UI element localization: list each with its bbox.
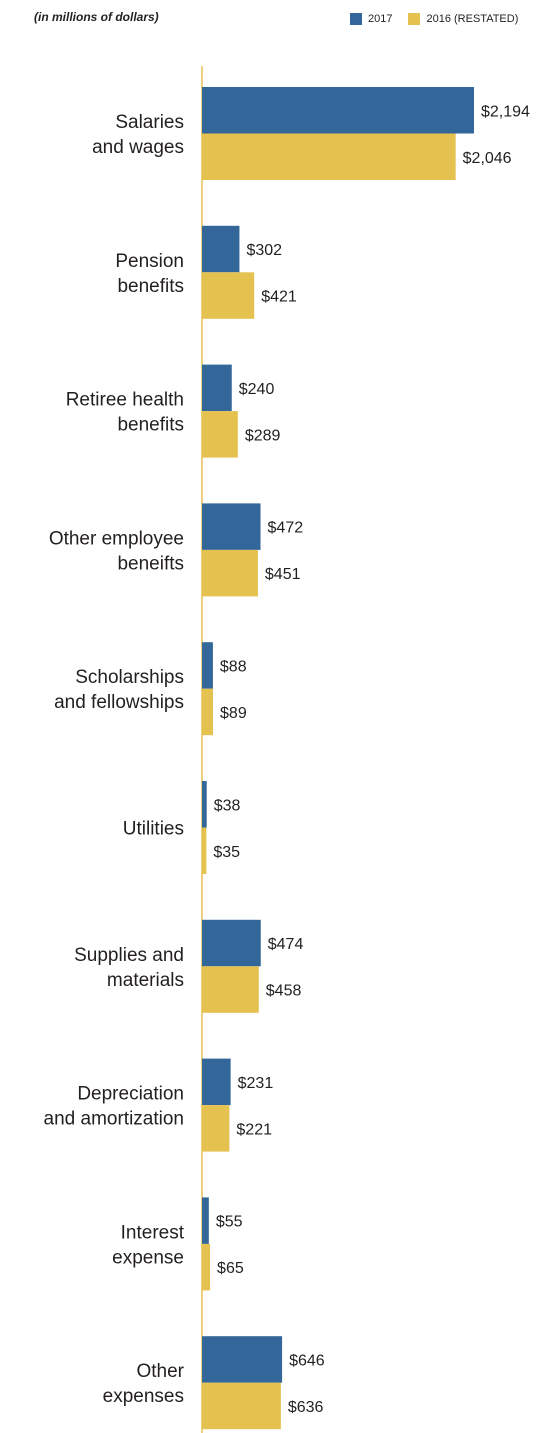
bar-2017 — [202, 1197, 209, 1244]
bar-2017 — [202, 87, 474, 134]
category-label: Utilities — [123, 819, 184, 840]
category-label: Supplies and materials — [74, 945, 184, 991]
bar-2017 — [202, 225, 240, 273]
legend-label-2017: 2017 — [368, 13, 393, 25]
value-label: $451 — [265, 566, 301, 583]
bar-2016 — [202, 1105, 230, 1152]
bar-2017 — [202, 642, 213, 689]
value-label: $240 — [239, 381, 275, 398]
value-label: $2,194 — [481, 103, 530, 120]
legend-label-2016: 2016 (RESTATED) — [426, 13, 519, 25]
value-label: $55 — [216, 1214, 243, 1231]
bar-2016 — [202, 1243, 211, 1291]
bar-2017 — [202, 781, 207, 828]
category-label: Depreciation and amortization — [44, 1084, 184, 1130]
legend: 2017 2016 (RESTATED) — [350, 13, 518, 25]
value-label: $474 — [268, 936, 304, 953]
legend-swatch-2017 — [350, 13, 362, 25]
bar-2016 — [202, 827, 207, 874]
value-label: $88 — [220, 658, 247, 675]
bar-2016 — [202, 133, 456, 180]
value-label: $38 — [214, 797, 241, 814]
bar-2017 — [202, 364, 232, 412]
bar-2016 — [202, 272, 255, 319]
category-label: Other employee beneifts — [49, 528, 184, 574]
value-label: $65 — [217, 1260, 244, 1277]
category-label: Other expenses — [103, 1361, 185, 1407]
value-label: $231 — [238, 1075, 274, 1092]
bar-2017 — [202, 503, 261, 550]
value-label: $35 — [213, 844, 240, 861]
value-label: $221 — [236, 1121, 272, 1138]
category-label: Pension benefits — [115, 251, 184, 297]
legend-item-2016: 2016 (RESTATED) — [408, 13, 518, 25]
bar-2016 — [202, 688, 214, 736]
bar-2016 — [202, 411, 238, 458]
category-label: Interest expense — [112, 1222, 185, 1268]
bar-2016 — [202, 966, 259, 1013]
bar-2016 — [202, 549, 258, 597]
chart-subtitle: (in millions of dollars) — [34, 10, 159, 24]
value-label: $646 — [289, 1352, 325, 1369]
category-label: Retiree health benefits — [66, 390, 184, 436]
legend-item-2017: 2017 — [350, 13, 392, 25]
value-label: $458 — [266, 983, 302, 1000]
bar-2017 — [202, 1058, 231, 1106]
value-label: $636 — [288, 1399, 324, 1416]
value-label: $302 — [246, 242, 282, 259]
bar-2016 — [202, 1382, 281, 1430]
bar-2017 — [202, 919, 261, 967]
category-label: Salaries and wages — [92, 112, 184, 158]
bar-2017 — [202, 1336, 283, 1383]
value-label: $2,046 — [463, 150, 512, 167]
value-label: $289 — [245, 427, 281, 444]
value-label: $89 — [220, 705, 247, 722]
value-label: $421 — [261, 289, 297, 306]
legend-swatch-2016 — [408, 13, 421, 25]
category-label: Scholarships and fellowships — [54, 667, 184, 713]
value-label: $472 — [268, 520, 304, 537]
